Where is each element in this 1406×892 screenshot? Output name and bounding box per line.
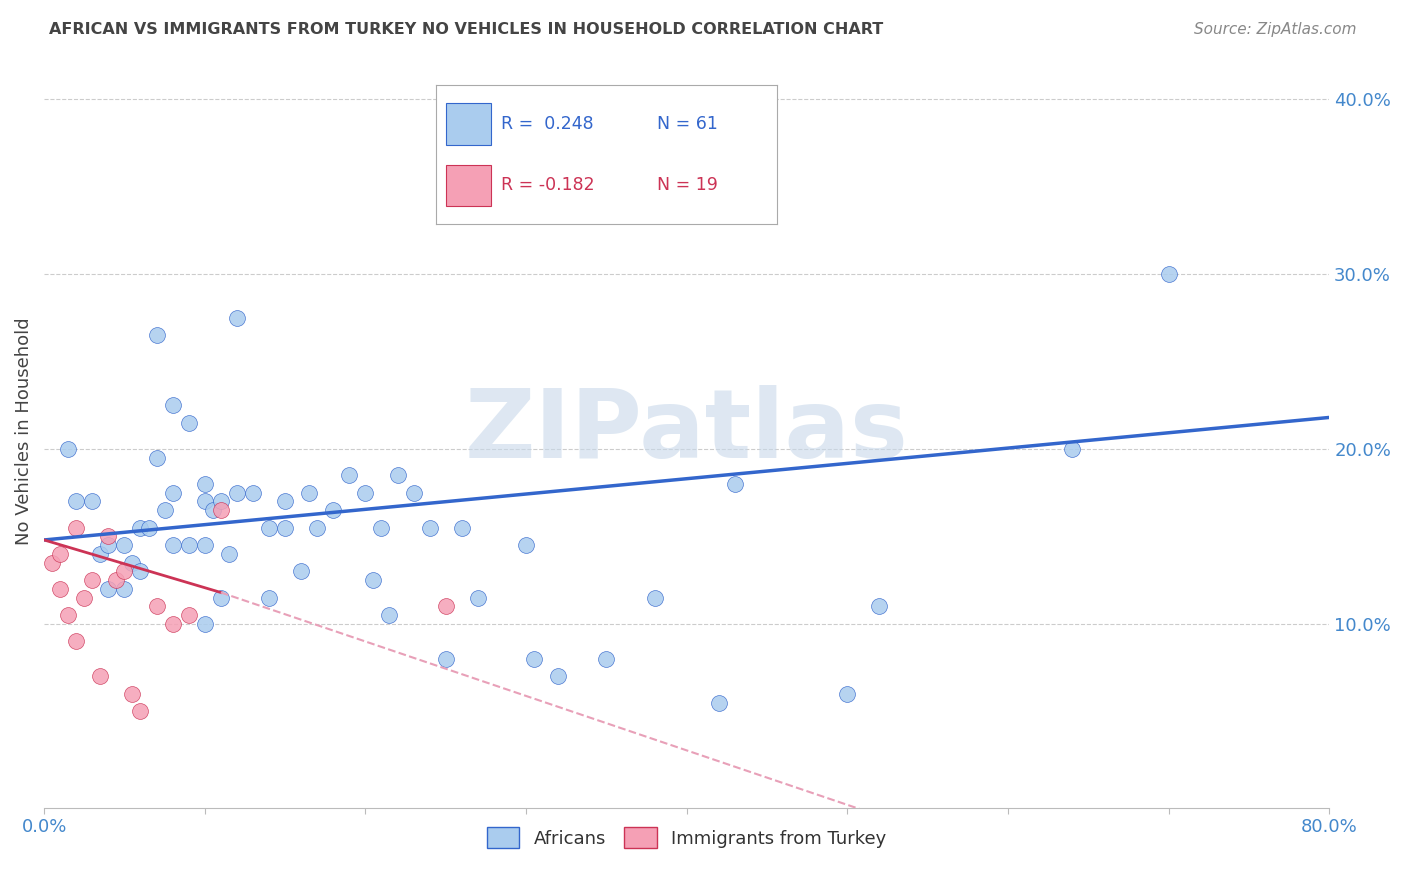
Point bbox=[869, 599, 891, 614]
Point bbox=[225, 485, 247, 500]
Point bbox=[194, 477, 217, 491]
Point bbox=[257, 521, 280, 535]
Point bbox=[467, 591, 489, 605]
Point bbox=[201, 503, 224, 517]
Point bbox=[138, 521, 160, 535]
Point bbox=[97, 538, 120, 552]
Point bbox=[114, 582, 136, 596]
Point bbox=[153, 503, 176, 517]
Point bbox=[162, 538, 184, 552]
Point bbox=[387, 468, 409, 483]
Point bbox=[370, 521, 392, 535]
Point bbox=[724, 477, 747, 491]
Point bbox=[194, 494, 217, 508]
Point bbox=[58, 608, 80, 623]
Point bbox=[274, 521, 297, 535]
Point bbox=[307, 521, 329, 535]
Point bbox=[419, 521, 441, 535]
Point bbox=[523, 652, 546, 666]
Point bbox=[177, 416, 200, 430]
Point bbox=[89, 669, 111, 683]
Point bbox=[837, 687, 859, 701]
Point bbox=[58, 442, 80, 456]
Text: AFRICAN VS IMMIGRANTS FROM TURKEY NO VEHICLES IN HOUSEHOLD CORRELATION CHART: AFRICAN VS IMMIGRANTS FROM TURKEY NO VEH… bbox=[49, 22, 883, 37]
Point bbox=[162, 617, 184, 632]
Point bbox=[450, 521, 472, 535]
Point bbox=[97, 582, 120, 596]
Point bbox=[274, 494, 297, 508]
Point bbox=[1062, 442, 1084, 456]
Point bbox=[65, 494, 87, 508]
Point bbox=[145, 450, 167, 465]
Point bbox=[434, 599, 457, 614]
Point bbox=[595, 652, 617, 666]
Point bbox=[209, 591, 232, 605]
Point bbox=[298, 485, 321, 500]
Point bbox=[145, 599, 167, 614]
Y-axis label: No Vehicles in Household: No Vehicles in Household bbox=[15, 318, 32, 545]
Point bbox=[65, 634, 87, 648]
Point bbox=[82, 494, 104, 508]
Point bbox=[121, 687, 143, 701]
Point bbox=[162, 485, 184, 500]
Point bbox=[177, 538, 200, 552]
Point bbox=[354, 485, 377, 500]
Point bbox=[194, 617, 217, 632]
Point bbox=[65, 521, 87, 535]
Point bbox=[129, 565, 152, 579]
Point bbox=[225, 310, 247, 325]
Point bbox=[257, 591, 280, 605]
Text: ZIPatlas: ZIPatlas bbox=[465, 385, 908, 478]
Point bbox=[105, 573, 128, 587]
Point bbox=[209, 494, 232, 508]
Point bbox=[363, 573, 385, 587]
Point bbox=[49, 582, 72, 596]
Point bbox=[218, 547, 240, 561]
Point bbox=[114, 538, 136, 552]
Point bbox=[242, 485, 264, 500]
Point bbox=[194, 538, 217, 552]
Point bbox=[73, 591, 96, 605]
Point bbox=[337, 468, 360, 483]
Point bbox=[41, 556, 63, 570]
Point bbox=[402, 485, 425, 500]
Point bbox=[121, 556, 143, 570]
Point bbox=[209, 503, 232, 517]
Point bbox=[82, 573, 104, 587]
Point bbox=[1157, 267, 1180, 281]
Point bbox=[707, 696, 730, 710]
Point bbox=[378, 608, 401, 623]
Point bbox=[322, 503, 344, 517]
Point bbox=[114, 565, 136, 579]
Point bbox=[515, 538, 537, 552]
Point bbox=[290, 565, 312, 579]
Point bbox=[547, 669, 569, 683]
Point bbox=[49, 547, 72, 561]
Point bbox=[177, 608, 200, 623]
Point bbox=[145, 328, 167, 343]
Point bbox=[162, 398, 184, 412]
Point bbox=[129, 521, 152, 535]
Point bbox=[644, 591, 666, 605]
Text: Source: ZipAtlas.com: Source: ZipAtlas.com bbox=[1194, 22, 1357, 37]
Point bbox=[129, 705, 152, 719]
Point bbox=[97, 529, 120, 543]
Legend: Africans, Immigrants from Turkey: Africans, Immigrants from Turkey bbox=[479, 820, 894, 855]
Point bbox=[434, 652, 457, 666]
Point bbox=[89, 547, 111, 561]
